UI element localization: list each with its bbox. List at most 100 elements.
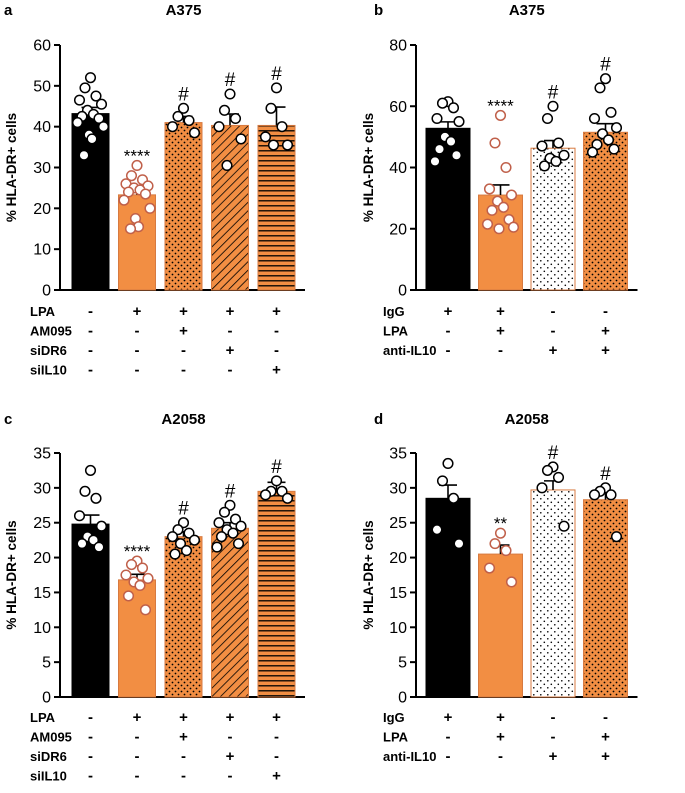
y-tick-label: 15: [389, 585, 407, 602]
data-point: [76, 538, 88, 550]
data-point: [73, 510, 86, 522]
data-point: [134, 579, 146, 592]
condition-mark: -: [181, 362, 186, 379]
data-point: [224, 88, 236, 100]
data-point: [550, 155, 562, 167]
data-point: [494, 527, 507, 539]
data-point: [541, 464, 554, 476]
data-point: [270, 82, 283, 94]
condition-mark: -: [135, 748, 140, 765]
data-point: [227, 527, 239, 539]
data-point: [188, 127, 201, 139]
data-point: [120, 569, 132, 581]
panel-letter: a: [4, 2, 13, 19]
data-point: [180, 545, 193, 557]
bar: [583, 131, 628, 291]
data-point: [235, 133, 247, 145]
condition-mark: -: [446, 748, 451, 765]
condition-mark: +: [496, 729, 505, 746]
significance-label: #: [271, 457, 282, 478]
y-tick-label: 20: [389, 221, 407, 238]
y-tick-label: 60: [33, 38, 51, 55]
data-point: [139, 604, 152, 616]
data-point: [429, 155, 441, 167]
condition-mark: -: [135, 362, 140, 379]
significance-label: #: [548, 443, 559, 464]
data-point: [558, 520, 570, 532]
condition-mark: +: [179, 709, 188, 726]
condition-mark: -: [135, 342, 140, 359]
y-tick-label: 20: [33, 201, 51, 218]
condition-label: LPA: [30, 710, 56, 725]
data-point: [124, 223, 137, 235]
condition-mark: -: [274, 748, 279, 765]
data-point: [541, 112, 554, 125]
condition-mark: -: [551, 323, 556, 340]
data-point: [235, 520, 247, 532]
condition-label: siIL10: [30, 363, 67, 378]
condition-mark: +: [226, 709, 235, 726]
condition-label: AM095: [30, 324, 72, 339]
condition-mark: +: [601, 729, 610, 746]
condition-mark: -: [228, 729, 233, 746]
y-tick-label: 30: [389, 480, 407, 497]
condition-label: IgG: [383, 304, 405, 319]
data-point: [93, 541, 105, 553]
condition-mark: -: [228, 362, 233, 379]
data-point: [558, 149, 570, 161]
condition-label: anti-IL10: [383, 343, 436, 358]
bar: [211, 527, 249, 698]
data-point: [436, 97, 449, 109]
data-point: [608, 143, 620, 155]
bar: [164, 122, 203, 291]
significance-label: ****: [487, 96, 514, 115]
data-point: [433, 143, 446, 155]
data-point: [453, 538, 465, 550]
data-point: [172, 110, 184, 123]
data-point: [447, 492, 460, 504]
data-point: [218, 506, 231, 518]
data-point: [442, 457, 454, 470]
condition-label: LPA: [30, 304, 56, 319]
data-point: [215, 531, 228, 543]
panel-b: b A375 % HLA-DR+ cells 0 20 40 60 80 **** # # IgG + +…: [361, 2, 638, 359]
y-tick-label: 5: [42, 655, 51, 672]
y-axis-label: % HLA-DR+ cells: [4, 113, 19, 222]
panel-a: a A375 % HLA-DR+ cells 0 10 20 30 40 50 60 **** # # #…: [4, 2, 305, 379]
condition-label: LPA: [383, 324, 409, 339]
y-tick-label: 40: [33, 119, 51, 136]
y-tick-label: 25: [389, 515, 407, 532]
data-point: [431, 112, 443, 125]
data-point: [177, 102, 190, 114]
condition-mark: -: [551, 303, 556, 320]
data-point: [281, 139, 294, 151]
condition-mark: +: [179, 303, 188, 320]
data-point: [79, 485, 91, 497]
condition-mark: +: [549, 748, 558, 765]
data-point: [142, 572, 154, 585]
data-point: [483, 183, 496, 195]
data-point: [552, 471, 565, 483]
data-point: [276, 121, 288, 133]
data-point: [605, 106, 617, 118]
y-axis-label: % HLA-DR+ cells: [361, 520, 376, 629]
data-point: [71, 117, 84, 129]
bar: [478, 553, 523, 698]
condition-mark: -: [551, 709, 556, 726]
condition-mark: +: [272, 709, 281, 726]
data-point: [213, 121, 225, 133]
y-tick-label: 60: [389, 99, 407, 116]
data-point: [431, 524, 443, 536]
significance-label: #: [178, 84, 189, 105]
condition-mark: +: [226, 342, 235, 359]
significance-label: #: [178, 499, 189, 520]
data-point: [166, 531, 179, 543]
condition-mark: -: [446, 342, 451, 359]
condition-mark: +: [133, 709, 142, 726]
data-point: [93, 112, 105, 125]
significance-label: ****: [124, 146, 151, 165]
data-point: [486, 204, 498, 216]
data-point: [211, 541, 223, 553]
condition-mark: -: [88, 362, 93, 379]
bar: [71, 523, 110, 698]
